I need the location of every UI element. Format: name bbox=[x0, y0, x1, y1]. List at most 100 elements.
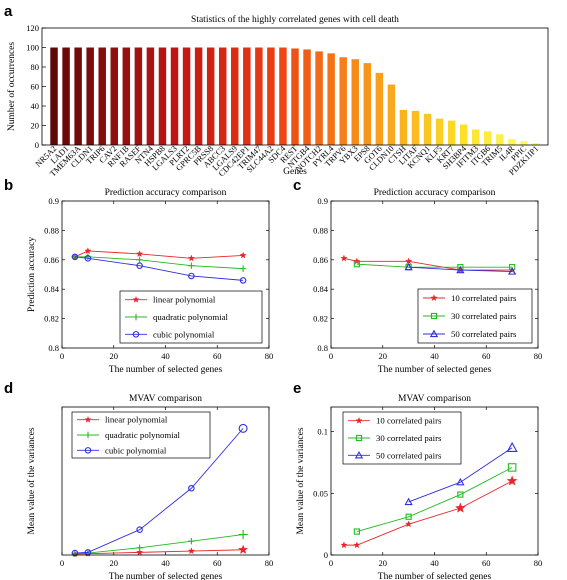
y-tick-label: 0.1 bbox=[317, 427, 328, 437]
data-point-0-2 bbox=[405, 520, 413, 528]
y-axis-label: Prediction accuracy bbox=[27, 237, 37, 312]
legend-entry: 50 correlated pairs bbox=[451, 329, 517, 339]
y-tick-label: 0.86 bbox=[313, 255, 328, 265]
x-tick-label: 20 bbox=[379, 351, 388, 361]
y-tick-label: 120 bbox=[26, 23, 39, 33]
data-point-0-2 bbox=[405, 257, 413, 265]
bar-pyrl4 bbox=[327, 53, 335, 145]
data-point-2-0 bbox=[71, 549, 79, 557]
legend-entry: quadratic polynomial bbox=[105, 430, 181, 440]
y-tick-label: 0.86 bbox=[44, 255, 59, 265]
bar-kcnq1 bbox=[423, 113, 432, 145]
panel-0: a Statistics of the highly correlated gen… bbox=[4, 3, 549, 178]
y-tick-label: 0.82 bbox=[313, 314, 328, 324]
bar-klf5 bbox=[435, 118, 444, 145]
legend: 10 correlated pairs 30 correlated pairs 50… bbox=[342, 411, 462, 465]
data-point-0-1 bbox=[353, 541, 361, 549]
bar-plrt2 bbox=[182, 47, 191, 145]
bar-rnf1b bbox=[122, 47, 131, 145]
bar-nr5a2 bbox=[50, 47, 58, 145]
y-tick-label: 0.82 bbox=[44, 314, 59, 324]
series-line-1 bbox=[356, 263, 513, 268]
data-point-0-4 bbox=[506, 475, 518, 486]
bar-cldn1 bbox=[86, 47, 94, 145]
data-point-2-2 bbox=[507, 267, 517, 275]
x-tick-label: 0 bbox=[60, 558, 64, 568]
bar-itgb6 bbox=[484, 131, 492, 145]
x-tick-label: 60 bbox=[213, 351, 222, 361]
legend-entry: 50 correlated pairs bbox=[376, 450, 442, 460]
x-tick-label: 20 bbox=[110, 351, 119, 361]
data-point-1-0 bbox=[353, 528, 360, 535]
data-point-2-1 bbox=[456, 265, 465, 274]
panel-4-label: e bbox=[293, 380, 301, 397]
y-tick-label: 0.84 bbox=[313, 284, 329, 294]
panel-3: d MVAV comparison 0 20 40 60 80 linear polynomi… bbox=[4, 380, 273, 580]
data-point-2-3 bbox=[188, 484, 195, 492]
data-point-2-2 bbox=[136, 526, 143, 533]
panel-1-label: b bbox=[4, 177, 13, 194]
legend: 10 correlated pairs 30 correlated pairs 50… bbox=[417, 288, 533, 344]
data-point-1-4 bbox=[239, 265, 247, 272]
data-point-1-1 bbox=[405, 513, 412, 520]
data-point-0-0 bbox=[340, 541, 348, 549]
bar-ntgb4 bbox=[303, 49, 311, 146]
data-point-2-2 bbox=[136, 262, 143, 269]
data-point-2-3 bbox=[188, 272, 195, 280]
data-point-1-3 bbox=[188, 537, 195, 545]
legend-marker bbox=[429, 329, 439, 338]
data-point-2-0 bbox=[404, 497, 413, 506]
legend-marker bbox=[84, 431, 92, 439]
data-point-1-2 bbox=[136, 544, 143, 551]
panel-4: e MVAV comparison 0 20 40 60 80 0 0.05 0.1 10 corr… bbox=[293, 380, 542, 580]
y-tick-label: 100 bbox=[26, 43, 39, 53]
bar-prss8 bbox=[206, 47, 215, 145]
bar-il4r bbox=[508, 139, 516, 145]
data-point-2-0 bbox=[404, 262, 413, 271]
legend-marker bbox=[430, 294, 438, 302]
data-point-0-3 bbox=[454, 502, 466, 513]
data-point-0-1 bbox=[353, 257, 361, 265]
legend-marker bbox=[430, 312, 438, 320]
panel-3-title: MVAV comparison bbox=[129, 394, 202, 404]
bar-tmem63a bbox=[74, 47, 82, 145]
data-point-1-4 bbox=[238, 529, 248, 540]
panel-0-label: a bbox=[4, 3, 13, 20]
x-tick-label: 80 bbox=[265, 351, 274, 361]
data-point-0-0 bbox=[340, 254, 348, 262]
bar-hspb8 bbox=[158, 47, 167, 145]
bar-slc44a2 bbox=[267, 47, 275, 145]
bar-sh3bp4 bbox=[459, 124, 468, 145]
data-point-0-2 bbox=[136, 250, 144, 257]
legend-entry: linear polynomial bbox=[153, 295, 216, 305]
bar-trpv6 bbox=[339, 57, 347, 145]
bar-trim47 bbox=[255, 47, 263, 145]
x-tick-label: 0 bbox=[60, 351, 64, 361]
series-line-1 bbox=[356, 467, 513, 533]
data-point-2-1 bbox=[84, 255, 92, 262]
y-tick-label: 20 bbox=[31, 121, 40, 131]
bar-lgals3 bbox=[170, 47, 179, 145]
bar-gprc5b bbox=[194, 47, 203, 145]
x-axis-label: The number of selected genes bbox=[378, 364, 492, 375]
series-line-2 bbox=[74, 428, 244, 554]
y-axis-label: Number of occurrences bbox=[6, 42, 17, 131]
x-axis-label: The number of selected genes bbox=[109, 364, 223, 375]
legend-marker bbox=[84, 415, 92, 423]
bar-rest bbox=[291, 48, 299, 146]
panel-2-title: Prediction accuracy comparison bbox=[374, 188, 496, 198]
y-tick-label: 0.05 bbox=[313, 488, 328, 498]
series-line-2 bbox=[408, 266, 513, 273]
panel-2-frame bbox=[330, 200, 539, 349]
data-point-1-3 bbox=[509, 264, 516, 271]
legend-marker bbox=[132, 295, 140, 303]
y-tick-label: 0.84 bbox=[44, 284, 60, 294]
bar-abcc3 bbox=[218, 47, 227, 145]
series-line-2 bbox=[74, 256, 244, 281]
bar-eps8 bbox=[363, 63, 372, 145]
x-tick-label: 80 bbox=[534, 351, 543, 361]
data-point-0-4 bbox=[238, 544, 249, 554]
legend-entry: 30 correlated pairs bbox=[376, 433, 442, 443]
bar-trim5 bbox=[496, 134, 504, 145]
legend-marker bbox=[132, 331, 140, 338]
